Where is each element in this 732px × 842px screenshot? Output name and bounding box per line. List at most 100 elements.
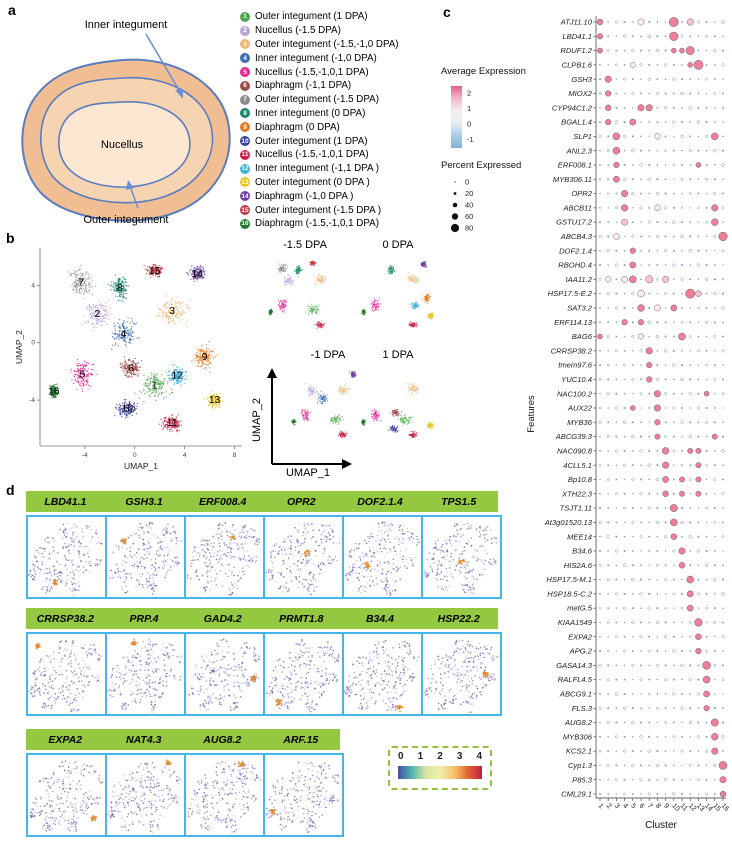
svg-text:-4: -4 [29,397,35,404]
colorbar-tick: 3 [456,751,463,762]
svg-text:0: 0 [133,452,137,459]
cluster-color-dot: 2 [240,25,250,36]
feature-gene-label: EXPA2 [48,733,83,746]
feature-gene-label: GSH3.1 [125,495,163,508]
cluster-legend-item: 14 Diaphragm (-1,0 DPA ) [240,189,399,203]
gene-row-label: HIS2A.6 [564,561,593,570]
svg-text:0: 0 [31,340,35,347]
cluster-number-label: 9 [202,351,208,363]
cluster-number-label: 16 [48,385,60,397]
panel-b-label: b [6,230,15,246]
inner-integument-arrow [145,33,181,93]
cluster-color-dot: 10 [240,136,250,147]
cluster-number-label: 8 [117,282,123,294]
gene-row-label: FLS.3 [572,704,593,713]
cluster-color-dot: 9 [240,122,250,133]
subpanel-title: -1 DPA [310,349,346,361]
gene-row-label: LBD41.1 [562,32,592,41]
cluster-number-label: 3 [169,305,175,317]
gene-row-label: GSH3 [571,75,592,84]
feature-plot [105,632,186,716]
sub-y-axis-label: UMAP_2 [251,398,263,442]
cluster-legend-item: 6 Diaphragm (-1,1 DPA) [240,79,399,93]
gene-row-label: ERF114.13 [554,318,593,327]
cluster-color-dot: 12 [240,163,250,174]
gene-row-label: MIOX2 [568,89,592,98]
cluster-legend-item: 2 Nucellus (-1.5 DPA) [240,24,399,38]
feature-plot [26,753,107,837]
subpanel-title: 1 DPA [382,349,414,361]
feature-gene-label: PRMT1.8 [279,612,324,625]
cluster-legend-item: 7 Outer integument (-1.5 DPA) [240,93,399,107]
umap-subpanel-plot [360,383,434,439]
svg-text:-4: -4 [82,452,88,459]
umap-subpanel-plot [291,370,358,438]
feature-colorbar-gradient [398,766,482,779]
umap-y-axis-label: UMAP_2 [14,330,24,364]
percent-expressed-legend-title: Percent Expressed [441,160,522,171]
cluster-number-label: 12 [171,370,183,382]
feature-plot [342,515,423,599]
gene-row-label: EXPA2 [568,632,593,641]
gene-row-label: BAG6 [572,332,593,341]
cluster-legend-label: Inner integument (-1,0 DPA) [255,52,377,64]
gene-row-label: APG.2 [569,647,593,656]
cluster-legend-label: Nucellus (-1.5 DPA) [255,25,341,37]
feature-plot [263,515,344,599]
outer-integument-arrowhead [126,180,134,190]
subpanel-title: -1.5 DPA [283,239,327,251]
cluster-color-dot: 5 [240,67,250,78]
cluster-legend-item: 12 Inner integument (-1,1 DPA ) [240,162,399,176]
gene-row-label: RDUF1.2 [560,46,592,55]
gene-row-label: At3g01520.13 [544,518,593,527]
cluster-legend-label: Inner integument (0 DPA) [255,107,366,119]
gene-row-label: MYB306.11 [553,175,592,184]
gene-row-label: CRRSP38.2 [551,346,593,355]
colorbar-tick: 1 [417,751,424,762]
gene-row-label: ABCG9.1 [559,690,592,699]
avg-expression-legend-title: Average Expression [441,66,526,77]
cluster-color-dot: 8 [240,108,250,119]
feature-gene-label: TPS1.5 [441,495,477,508]
cluster-legend-item: 11 Nucellus (-1.5,-1,0,1 DPA) [240,148,399,162]
dotplot-y-axis-label: Features [526,395,537,433]
cluster-legend-label: Inner integument (-1,1 DPA ) [255,163,379,175]
dotplot: ATJ11.10 LBD41.1 RDUF1.2 CLPB1.6 GSH3 MIOX2 CY… [526,16,730,831]
gene-row-label: MYB36 [567,418,593,427]
cluster-legend-label: Outer integument (1 DPA) [255,135,368,147]
feature-gene-label: B34.4 [365,612,394,625]
feature-plot-grid: LBD41.1 GSH3.1 ERF008.4 OPR2 DOF2.1.4 TPS1.5 C… [26,491,506,842]
feature-plot [105,515,186,599]
cluster-number-label: 4 [121,328,127,340]
umap-subpanel-plot [268,260,327,329]
gene-row-label: Cyp1.3 [568,761,593,770]
cluster-legend-item: 3 Outer integument (-1.5,-1,0 DPA) [240,38,399,52]
feature-plot [105,753,186,837]
gene-row-label: KIAA1549 [558,618,593,627]
cluster-legend-label: Diaphragm (-1.5,-1,0,1 DPA) [255,218,379,230]
feature-gene-label: HSP22.2 [437,612,480,625]
gene-row-label: P85.3 [572,775,593,784]
cluster-number-label: 5 [79,368,85,380]
feature-colorbar: 0 1 2 3 4 [388,746,492,790]
feature-plot [342,632,423,716]
cluster-legend-label: Outer integument (0 DPA ) [255,176,370,188]
cluster-number-label: 1 [152,380,158,392]
inner-integument-arrowhead [175,89,183,99]
cluster-number-label: 11 [167,417,178,429]
cluster-legend: 1 Outer integument (1 DPA) 2 Nucellus (-1.5… [240,10,399,231]
cluster-color-dot: 13 [240,177,250,188]
cluster-color-dot: 16 [240,218,250,229]
gene-row-label: MEE14 [567,532,592,541]
feature-gene-label: AUG8.2 [203,733,242,746]
gene-row-label: IAA11.2 [566,275,593,284]
feature-plot [263,753,344,837]
cluster-legend-item: 8 Inner integument (0 DPA) [240,107,399,121]
cluster-legend-item: 10 Outer integument (1 DPA) [240,134,399,148]
gene-row-label: GSTU17.2 [556,218,593,227]
cluster-color-dot: 6 [240,80,250,91]
feature-plot [184,632,265,716]
gene-row-label: NAC100.2 [557,389,593,398]
cluster-legend-item: 15 Outer integument (-1.5 DPA ) [240,203,399,217]
